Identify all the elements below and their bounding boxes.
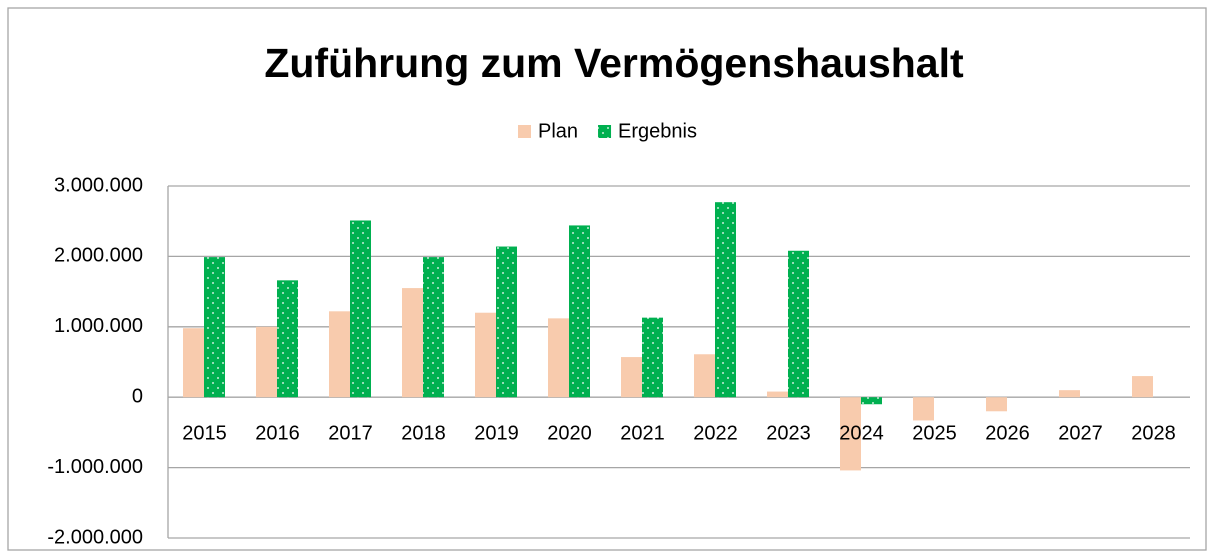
bar: [642, 317, 663, 398]
x-tick-label: 2024: [839, 422, 884, 444]
bar: [183, 328, 204, 398]
x-tick-label: 2016: [255, 422, 300, 444]
bar: [329, 311, 350, 398]
x-tick-label: 2026: [985, 422, 1030, 444]
bar: [496, 246, 517, 398]
bar: [204, 257, 225, 398]
bar: [548, 318, 569, 398]
bar: [767, 391, 788, 398]
bar: [1132, 376, 1153, 398]
y-tick-label: 1.000.000: [54, 315, 143, 337]
chart-frame: [7, 7, 1207, 551]
bar: [840, 397, 861, 471]
bar: [861, 397, 882, 405]
bar: [788, 250, 809, 398]
bar: [1059, 390, 1080, 398]
x-tick-label: 2023: [766, 422, 811, 444]
bar: [256, 326, 277, 398]
x-tick-label: 2027: [1058, 422, 1103, 444]
x-tick-label: 2020: [547, 422, 592, 444]
y-tick-label: 3.000.000: [54, 174, 143, 196]
x-tick-label: 2022: [693, 422, 738, 444]
x-tick-label: 2025: [912, 422, 957, 444]
x-tick-label: 2018: [401, 422, 446, 444]
x-tick-label: 2017: [328, 422, 373, 444]
bar: [277, 280, 298, 398]
bar: [694, 354, 715, 398]
legend-swatch: [598, 125, 612, 138]
y-tick-label: 0: [132, 385, 143, 407]
x-tick-label: 2019: [474, 422, 519, 444]
bar: [569, 225, 590, 398]
y-tick-label: -1.000.000: [47, 456, 143, 478]
bar: [715, 202, 736, 398]
legend-label: Ergebnis: [618, 120, 697, 142]
y-tick-label: 2.000.000: [54, 245, 143, 267]
bar: [423, 257, 444, 398]
bar: [913, 397, 934, 421]
bar: [402, 288, 423, 398]
x-tick-label: 2015: [182, 422, 227, 444]
x-tick-label: 2028: [1131, 422, 1176, 444]
legend-label: Plan: [538, 120, 578, 142]
bar: [986, 397, 1007, 412]
bar: [621, 357, 642, 398]
bar: [475, 312, 496, 398]
y-tick-label: -2.000.000: [47, 526, 143, 548]
bar: [350, 220, 371, 398]
x-tick-label: 2021: [620, 422, 665, 444]
chart-title: Zuführung zum Vermögenshaushalt: [264, 40, 964, 86]
legend-swatch: [518, 125, 531, 138]
